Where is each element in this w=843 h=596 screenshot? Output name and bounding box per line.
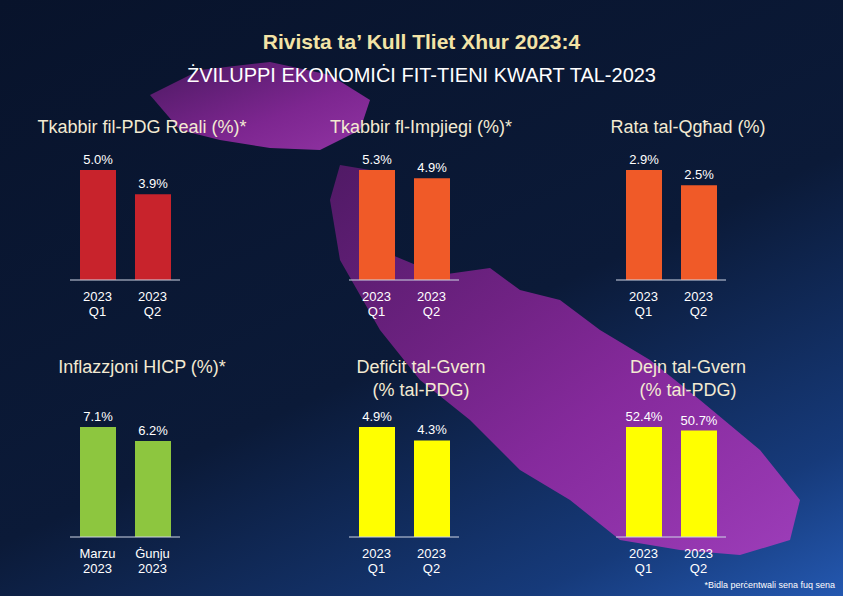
svg-text:2023: 2023 [138, 289, 167, 304]
svg-text:2023: 2023 [362, 546, 391, 561]
svg-text:Q1: Q1 [635, 304, 652, 319]
svg-text:5.0%: 5.0% [83, 152, 113, 167]
svg-text:Q1: Q1 [635, 561, 652, 576]
html-text:*Bidla perċentwali sena fuq se: *Bidla perċentwali sena fuq sena [704, 580, 835, 590]
svg-text:2.5%: 2.5% [684, 167, 714, 182]
svg-text:4.9%: 4.9% [417, 160, 447, 175]
svg-text:2023: 2023 [83, 289, 112, 304]
svg-text:6.2%: 6.2% [138, 423, 168, 438]
svg-text:2023: 2023 [629, 289, 658, 304]
html-text:ŻVILUPPI EKONOMIĊI FIT-TIENI K: ŻVILUPPI EKONOMIĊI FIT-TIENI KWART TAL-2… [187, 64, 656, 86]
svg-text:2023: 2023 [83, 561, 112, 576]
svg-text:2023: 2023 [684, 289, 713, 304]
svg-text:Q2: Q2 [690, 561, 707, 576]
svg-text:2.9%: 2.9% [629, 152, 659, 167]
svg-text:Q1: Q1 [368, 561, 385, 576]
svg-text:Q1: Q1 [89, 304, 106, 319]
svg-text:4.9%: 4.9% [362, 409, 392, 424]
html-text:Rivista ta’ Kull Tliet Xhur 20: Rivista ta’ Kull Tliet Xhur 2023:4 [262, 30, 581, 53]
svg-text:Q2: Q2 [144, 304, 161, 319]
html-text:Dejn tal-Gvern: Dejn tal-Gvern [630, 357, 746, 377]
svg-text:7.1%: 7.1% [83, 409, 113, 424]
svg-text:Q1: Q1 [368, 304, 385, 319]
html-text:Tkabbir fil-PDG Reali (%)*: Tkabbir fil-PDG Reali (%)* [37, 117, 247, 137]
svg-text:2023: 2023 [629, 546, 658, 561]
html-text:Defiċit tal-Gvern: Defiċit tal-Gvern [356, 357, 486, 377]
html-text:Rata tal-Qgħad (%): Rata tal-Qgħad (%) [610, 117, 766, 137]
svg-text:4.3%: 4.3% [417, 422, 447, 437]
html-text:Inflazzjoni HICP (%)*: Inflazzjoni HICP (%)* [58, 357, 226, 377]
svg-text:2023: 2023 [417, 289, 446, 304]
svg-text:2023: 2023 [417, 546, 446, 561]
html-text:(% tal-PDG): (% tal-PDG) [639, 380, 737, 400]
svg-text:Marzu: Marzu [79, 546, 115, 561]
svg-text:3.9%: 3.9% [138, 176, 168, 191]
svg-text:2023: 2023 [362, 289, 391, 304]
svg-text:5.3%: 5.3% [362, 152, 392, 167]
svg-text:Q2: Q2 [423, 561, 440, 576]
svg-text:Q2: Q2 [690, 304, 707, 319]
svg-text:2023: 2023 [138, 561, 167, 576]
svg-text:Ġunju: Ġunju [135, 546, 170, 561]
html-text:Tkabbir fl-Impjiegi (%)*: Tkabbir fl-Impjiegi (%)* [330, 117, 512, 137]
svg-text:52.4%: 52.4% [626, 409, 663, 424]
svg-text:2023: 2023 [684, 546, 713, 561]
svg-text:50.7%: 50.7% [681, 413, 718, 428]
svg-text:Q2: Q2 [423, 304, 440, 319]
html-text:(% tal-PDG): (% tal-PDG) [372, 380, 470, 400]
